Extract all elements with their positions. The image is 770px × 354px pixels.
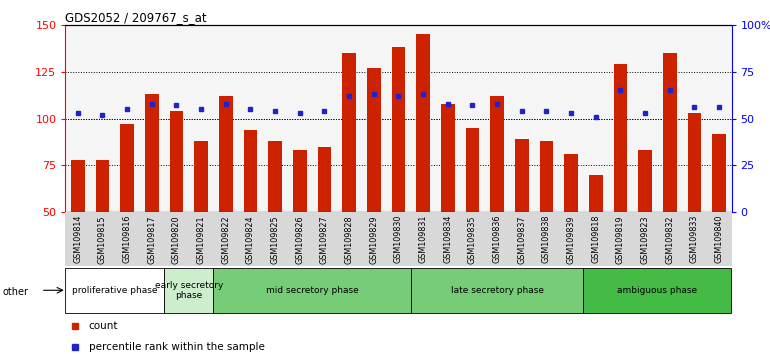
Text: ambiguous phase: ambiguous phase <box>618 286 698 295</box>
FancyBboxPatch shape <box>164 268 213 313</box>
Text: GSM109836: GSM109836 <box>493 215 501 263</box>
Text: count: count <box>89 321 119 331</box>
Text: late secretory phase: late secretory phase <box>450 286 544 295</box>
Text: GDS2052 / 209767_s_at: GDS2052 / 209767_s_at <box>65 11 207 24</box>
Text: GSM109830: GSM109830 <box>394 215 403 263</box>
Text: GSM109828: GSM109828 <box>345 215 353 264</box>
Bar <box>219 96 233 212</box>
Text: GSM109820: GSM109820 <box>172 215 181 264</box>
Bar <box>638 150 652 212</box>
Bar <box>490 96 504 212</box>
Bar <box>614 64 628 212</box>
Text: early secretory
phase: early secretory phase <box>155 281 223 300</box>
Bar <box>169 111 183 212</box>
Bar <box>318 147 331 212</box>
Bar <box>564 154 578 212</box>
Bar <box>466 128 479 212</box>
Text: GSM109835: GSM109835 <box>468 215 477 264</box>
Bar <box>688 113 701 212</box>
Text: GSM109839: GSM109839 <box>567 215 576 264</box>
FancyBboxPatch shape <box>65 268 164 313</box>
Text: GSM109821: GSM109821 <box>196 215 206 264</box>
Bar <box>145 94 159 212</box>
Text: GSM109831: GSM109831 <box>419 215 427 263</box>
Text: mid secretory phase: mid secretory phase <box>266 286 359 295</box>
Bar <box>441 104 454 212</box>
Bar <box>120 124 134 212</box>
Text: GSM109819: GSM109819 <box>616 215 625 264</box>
Text: GSM109817: GSM109817 <box>147 215 156 264</box>
Bar <box>95 160 109 212</box>
Bar <box>712 133 726 212</box>
Text: GSM109832: GSM109832 <box>665 215 675 264</box>
Text: GSM109833: GSM109833 <box>690 215 699 263</box>
Bar <box>589 175 603 212</box>
Bar <box>293 150 306 212</box>
FancyBboxPatch shape <box>411 268 584 313</box>
Bar <box>417 34 430 212</box>
Text: GSM109829: GSM109829 <box>370 215 378 264</box>
Text: percentile rank within the sample: percentile rank within the sample <box>89 342 265 352</box>
Bar <box>663 53 677 212</box>
Text: GSM109837: GSM109837 <box>517 215 527 264</box>
Bar <box>269 141 282 212</box>
Text: GSM109824: GSM109824 <box>246 215 255 264</box>
FancyBboxPatch shape <box>65 212 732 266</box>
Bar <box>392 47 405 212</box>
Text: other: other <box>2 287 28 297</box>
FancyBboxPatch shape <box>213 268 411 313</box>
Text: GSM109840: GSM109840 <box>715 215 724 263</box>
Text: GSM109834: GSM109834 <box>444 215 452 263</box>
Bar <box>243 130 257 212</box>
Text: proliferative phase: proliferative phase <box>72 286 158 295</box>
Text: GSM109822: GSM109822 <box>221 215 230 264</box>
Bar <box>367 68 380 212</box>
Text: GSM109818: GSM109818 <box>591 215 601 263</box>
Bar <box>343 53 356 212</box>
Text: GSM109816: GSM109816 <box>122 215 132 263</box>
Bar <box>540 141 554 212</box>
Text: GSM109826: GSM109826 <box>296 215 304 264</box>
Bar <box>515 139 528 212</box>
Text: GSM109823: GSM109823 <box>641 215 650 264</box>
Text: GSM109815: GSM109815 <box>98 215 107 264</box>
Text: GSM109814: GSM109814 <box>73 215 82 263</box>
Bar <box>71 160 85 212</box>
Text: GSM109827: GSM109827 <box>320 215 329 264</box>
Text: GSM109838: GSM109838 <box>542 215 551 263</box>
FancyBboxPatch shape <box>584 268 731 313</box>
Bar <box>194 141 208 212</box>
Text: GSM109825: GSM109825 <box>270 215 280 264</box>
